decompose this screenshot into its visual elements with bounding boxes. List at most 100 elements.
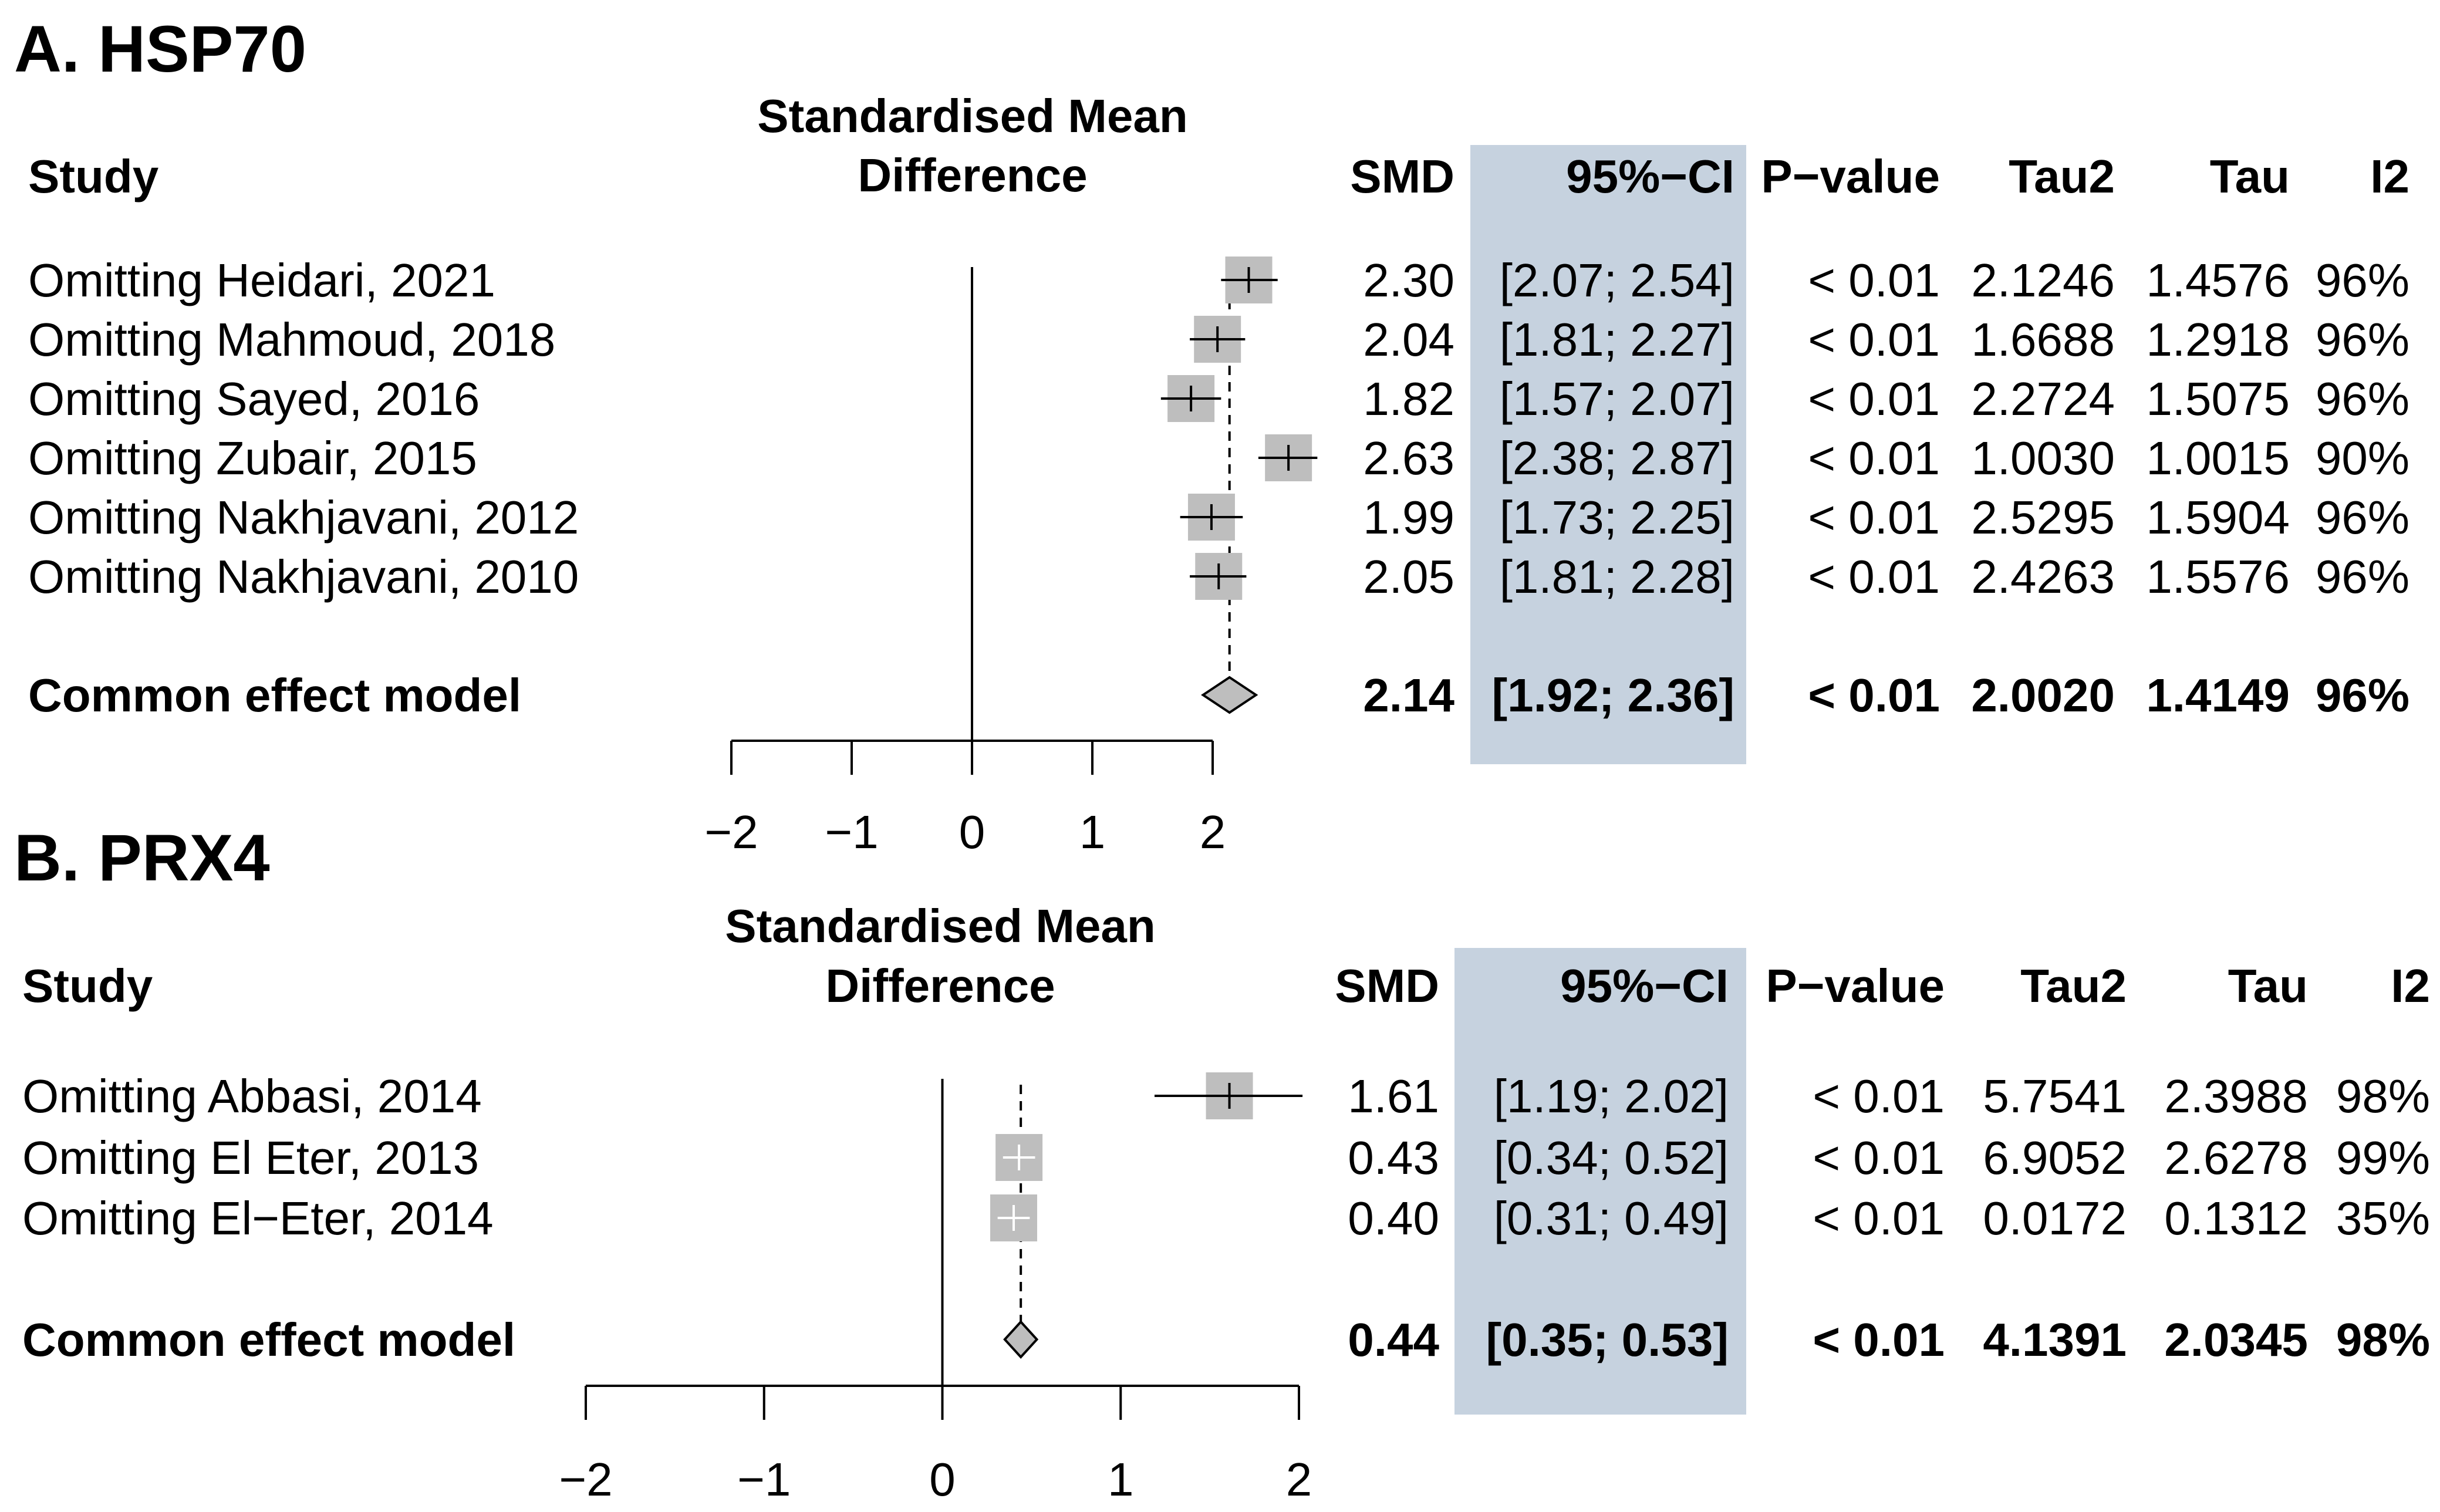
study-p-value: < 0.01 [1808, 313, 1940, 366]
study-smd-value: 2.05 [1363, 551, 1454, 603]
study-i2-value: 99% [2336, 1132, 2430, 1184]
pooled-tau-value: 2.0345 [2164, 1314, 2308, 1366]
header-ci: 95%−CI [1560, 960, 1729, 1012]
header-study: Study [28, 150, 159, 203]
study-ci-value: [1.81; 2.27] [1500, 313, 1734, 366]
study-p-value: < 0.01 [1808, 373, 1940, 425]
pooled-tau2-value: 4.1391 [1983, 1314, 2127, 1366]
axis-title-line1: Standardised Mean [757, 90, 1188, 142]
study-tau-value: 0.1312 [2164, 1192, 2308, 1244]
study-smd-value: 1.99 [1363, 491, 1454, 544]
study-ci-value: [1.57; 2.07] [1500, 373, 1734, 425]
study-ci-value: [2.07; 2.54] [1500, 254, 1734, 306]
study-ci-value: [1.81; 2.28] [1500, 551, 1734, 603]
axis-title-line2: Difference [825, 960, 1055, 1012]
study-tau2-value: 5.7541 [1983, 1070, 2127, 1122]
study-i2-value: 90% [2316, 432, 2409, 484]
x-axis-tick-label: 0 [929, 1453, 956, 1506]
study-tau-value: 1.5576 [2146, 551, 2290, 603]
header-i2: I2 [2370, 150, 2409, 203]
study-label: Omitting Abbasi, 2014 [22, 1070, 482, 1122]
study-tau2-value: 2.4263 [1971, 551, 2115, 603]
x-axis-tick-label: 0 [959, 806, 986, 858]
study-label: Omitting El−Eter, 2014 [22, 1192, 494, 1244]
study-ci-value: [1.73; 2.25] [1500, 491, 1734, 544]
study-label: Omitting El Eter, 2013 [22, 1132, 479, 1184]
study-i2-value: 96% [2316, 254, 2409, 306]
header-tau2: Tau2 [2009, 150, 2115, 203]
study-label: Omitting Nakhjavani, 2012 [28, 491, 579, 544]
study-smd-value: 2.04 [1363, 313, 1454, 366]
axis-title-line1: Standardised Mean [725, 900, 1156, 952]
panel-title: A. HSP70 [14, 12, 306, 86]
study-label: Omitting Heidari, 2021 [28, 254, 495, 306]
study-i2-value: 35% [2336, 1192, 2430, 1244]
x-axis-tick-label: −1 [825, 806, 878, 858]
x-axis-tick-label: −2 [559, 1453, 612, 1506]
study-tau-value: 2.6278 [2164, 1132, 2308, 1184]
study-i2-value: 96% [2316, 491, 2409, 544]
header-p-value: P−value [1766, 960, 1945, 1012]
pooled-ci-value: [0.35; 0.53] [1486, 1314, 1729, 1366]
study-tau-value: 1.5904 [2146, 491, 2290, 544]
study-tau-value: 1.4576 [2146, 254, 2290, 306]
study-p-value: < 0.01 [1808, 432, 1940, 484]
pooled-smd-value: 2.14 [1363, 669, 1454, 721]
study-tau2-value: 0.0172 [1983, 1192, 2127, 1244]
study-i2-value: 96% [2316, 313, 2409, 366]
pooled-i2-value: 96% [2316, 669, 2409, 721]
header-i2: I2 [2391, 960, 2430, 1012]
x-axis-tick-label: −2 [704, 806, 758, 858]
study-p-value: < 0.01 [1808, 491, 1940, 544]
ci-column-highlight [1470, 145, 1746, 764]
pooled-tau2-value: 2.0020 [1971, 669, 2115, 721]
pooled-effect-diamond [1200, 676, 1258, 714]
study-ci-value: [1.19; 2.02] [1494, 1070, 1729, 1122]
study-smd-value: 0.40 [1348, 1192, 1439, 1244]
study-i2-value: 98% [2336, 1070, 2430, 1122]
study-label: Omitting Nakhjavani, 2010 [28, 551, 579, 603]
pooled-ci-value: [1.92; 2.36] [1491, 669, 1734, 721]
pooled-p-value: < 0.01 [1813, 1314, 1945, 1366]
header-tau: Tau [2228, 960, 2308, 1012]
study-tau-value: 1.5075 [2146, 373, 2290, 425]
study-p-value: < 0.01 [1813, 1132, 1945, 1184]
study-tau-value: 1.2918 [2146, 313, 2290, 366]
study-tau2-value: 2.5295 [1971, 491, 2115, 544]
header-tau: Tau [2210, 150, 2290, 203]
pooled-i2-value: 98% [2336, 1314, 2430, 1366]
study-ci-value: [0.34; 0.52] [1494, 1132, 1729, 1184]
header-smd: SMD [1350, 150, 1454, 203]
ci-column-highlight [1454, 948, 1746, 1415]
study-smd-value: 2.30 [1363, 254, 1454, 306]
study-p-value: < 0.01 [1808, 254, 1940, 306]
x-axis-tick-label: −1 [737, 1453, 791, 1506]
study-ci-value: [0.31; 0.49] [1494, 1192, 1729, 1244]
study-label: Omitting Zubair, 2015 [28, 432, 477, 484]
study-tau2-value: 1.0030 [1971, 432, 2115, 484]
header-smd: SMD [1335, 960, 1439, 1012]
header-p-value: P−value [1761, 150, 1940, 203]
study-i2-value: 96% [2316, 551, 2409, 603]
panel-title: B. PRX4 [14, 821, 270, 895]
header-ci: 95%−CI [1566, 150, 1734, 203]
study-tau2-value: 2.2724 [1971, 373, 2115, 425]
study-label: Omitting Mahmoud, 2018 [28, 313, 555, 366]
x-axis-tick-label: 1 [1079, 806, 1106, 858]
pooled-tau-value: 1.4149 [2146, 669, 2290, 721]
x-axis-tick-label: 2 [1200, 806, 1226, 858]
pooled-p-value: < 0.01 [1808, 669, 1940, 721]
study-ci-value: [2.38; 2.87] [1500, 432, 1734, 484]
header-study: Study [22, 960, 153, 1012]
study-smd-value: 2.63 [1363, 432, 1454, 484]
study-smd-value: 0.43 [1348, 1132, 1439, 1184]
study-smd-value: 1.82 [1363, 373, 1454, 425]
pooled-label: Common effect model [22, 1314, 515, 1366]
x-axis-tick-label: 2 [1286, 1453, 1312, 1506]
axis-title-line2: Difference [858, 149, 1087, 201]
study-tau-value: 2.3988 [2164, 1070, 2308, 1122]
study-tau2-value: 2.1246 [1971, 254, 2115, 306]
study-i2-value: 96% [2316, 373, 2409, 425]
study-p-value: < 0.01 [1813, 1070, 1945, 1122]
